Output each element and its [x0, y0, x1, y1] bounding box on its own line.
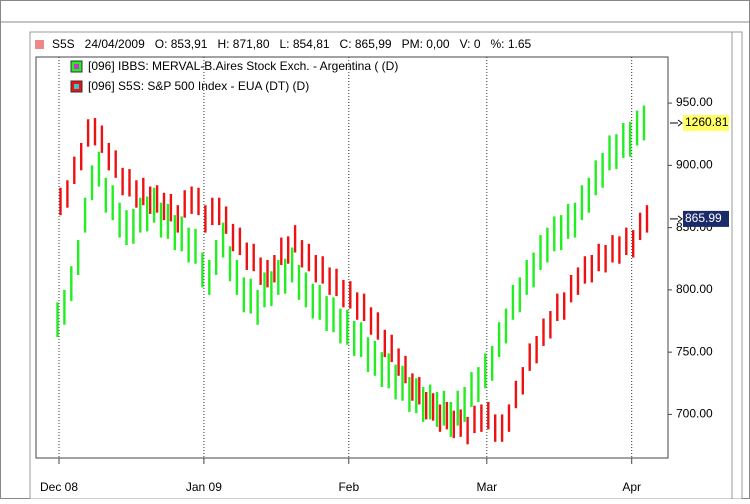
last-value-label: 1260.81: [685, 115, 729, 129]
legend-swatch-inner: [74, 84, 79, 89]
legend-label: [096] S5S: S&P 500 Index - EUA (DT) (D): [88, 79, 309, 93]
x-tick-label: Mar: [476, 480, 497, 494]
x-tick-label: Dec 08: [40, 480, 78, 494]
x-tick-label: Jan 09: [186, 480, 222, 494]
y-tick-label: 700.00: [676, 407, 713, 421]
header-icon: [35, 40, 44, 49]
y-tick-label: 750.00: [676, 344, 713, 358]
plot-frame: [35, 56, 669, 459]
header-info: S5S 24/04/2009 O: 853,91 H: 871,80 L: 85…: [52, 37, 532, 51]
last-value-box: [683, 115, 729, 132]
last-value-label: 865.99: [685, 211, 722, 225]
last-value-box: [683, 210, 729, 227]
y-tick-label: 800.00: [676, 282, 713, 296]
x-tick-label: Apr: [622, 480, 641, 494]
x-tick-label: Feb: [338, 480, 359, 494]
last-value-arrowhead: [677, 119, 683, 127]
legend-swatch-inner: [74, 64, 79, 69]
legend-label: [096] IBBS: MERVAL-B.Aires Stock Exch. -…: [88, 59, 398, 73]
last-value-arrowhead: [677, 215, 683, 223]
chart-panel: [29, 31, 743, 500]
y-tick-label: 900.00: [676, 158, 713, 172]
y-tick-label: 950.00: [676, 95, 713, 109]
